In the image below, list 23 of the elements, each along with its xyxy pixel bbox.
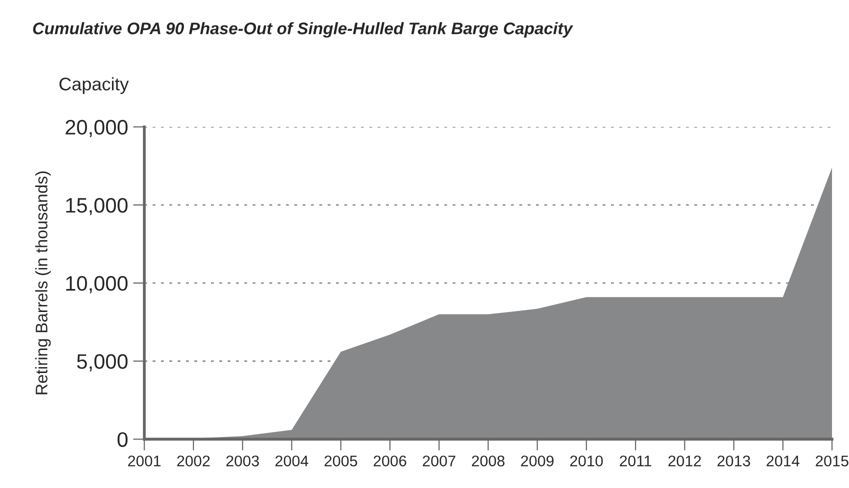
x-tick-label: 2003 [226,456,259,466]
x-tick-label: 2015 [816,456,848,466]
x-tick-label: 2014 [766,456,800,466]
y-tick-label: 20,000 [66,120,128,138]
x-tick-label: 2002 [177,456,210,466]
y-tick-label: 0 [118,432,128,447]
x-tick-label: 2011 [620,456,652,466]
y-tick-label: 15,000 [66,198,128,216]
x-tick-label: 2001 [128,456,161,466]
y-tick-label: 10,000 [66,276,128,294]
x-tick-label: 2005 [324,456,358,466]
x-tick-label: 2008 [472,456,505,466]
x-tick-label: 2007 [422,456,456,466]
x-tick-label: 2012 [668,456,701,466]
text: Capacity [60,77,129,94]
y-tick-label: 5,000 [77,354,128,372]
x-tick-label: 2010 [570,456,603,466]
chart-title: Cumulative OPA 90 Phase-Out of Single-Hulled Tank Barge Capacity [33,22,574,38]
x-tick-label: 2004 [275,456,308,466]
y-axis-title: Retiring Barrels (in thousands) [35,172,51,394]
x-tick-label: 2006 [374,456,406,466]
x-tick-label: 2009 [521,456,554,466]
x-tick-label: 2013 [718,456,750,466]
